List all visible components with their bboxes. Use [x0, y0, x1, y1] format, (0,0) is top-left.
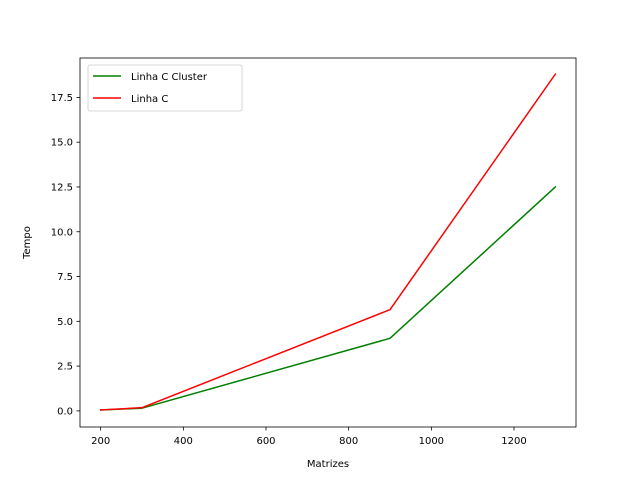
y-tick-label: 12.5	[51, 182, 73, 193]
legend-label-linha-c-cluster: Linha C Cluster	[131, 72, 208, 83]
series-line-linha-c	[99, 73, 557, 411]
x-tick-label: 800	[339, 436, 358, 447]
y-tick-label: 0.0	[57, 406, 73, 417]
legend: Linha C Cluster Linha C	[87, 64, 243, 112]
plot-frame	[79, 57, 577, 428]
legend-label-linha-c: Linha C	[131, 94, 168, 105]
y-tick-label: 10.0	[51, 227, 73, 238]
y-tick-label: 7.5	[57, 272, 73, 283]
ticks-layer: 200 400 600 800 1000 1200 0.0 2.5 5.0 7.5 10.0 12.5…	[51, 93, 527, 447]
y-axis-label: Tempo	[22, 226, 33, 260]
x-axis-label: Matrizes	[307, 459, 349, 470]
y-tick-label: 2.5	[57, 362, 73, 373]
series-layer	[99, 73, 557, 411]
y-tick-label: 15.0	[51, 138, 73, 149]
x-tick-label: 600	[256, 436, 275, 447]
legend-box	[87, 64, 243, 112]
y-tick-label: 17.5	[51, 93, 73, 104]
y-tick-label: 5.0	[57, 317, 73, 328]
x-tick-label: 200	[91, 436, 110, 447]
plot-area	[80, 58, 576, 427]
x-tick-label: 1000	[419, 436, 444, 447]
x-tick-label: 1200	[501, 436, 526, 447]
x-tick-label: 400	[174, 436, 193, 447]
